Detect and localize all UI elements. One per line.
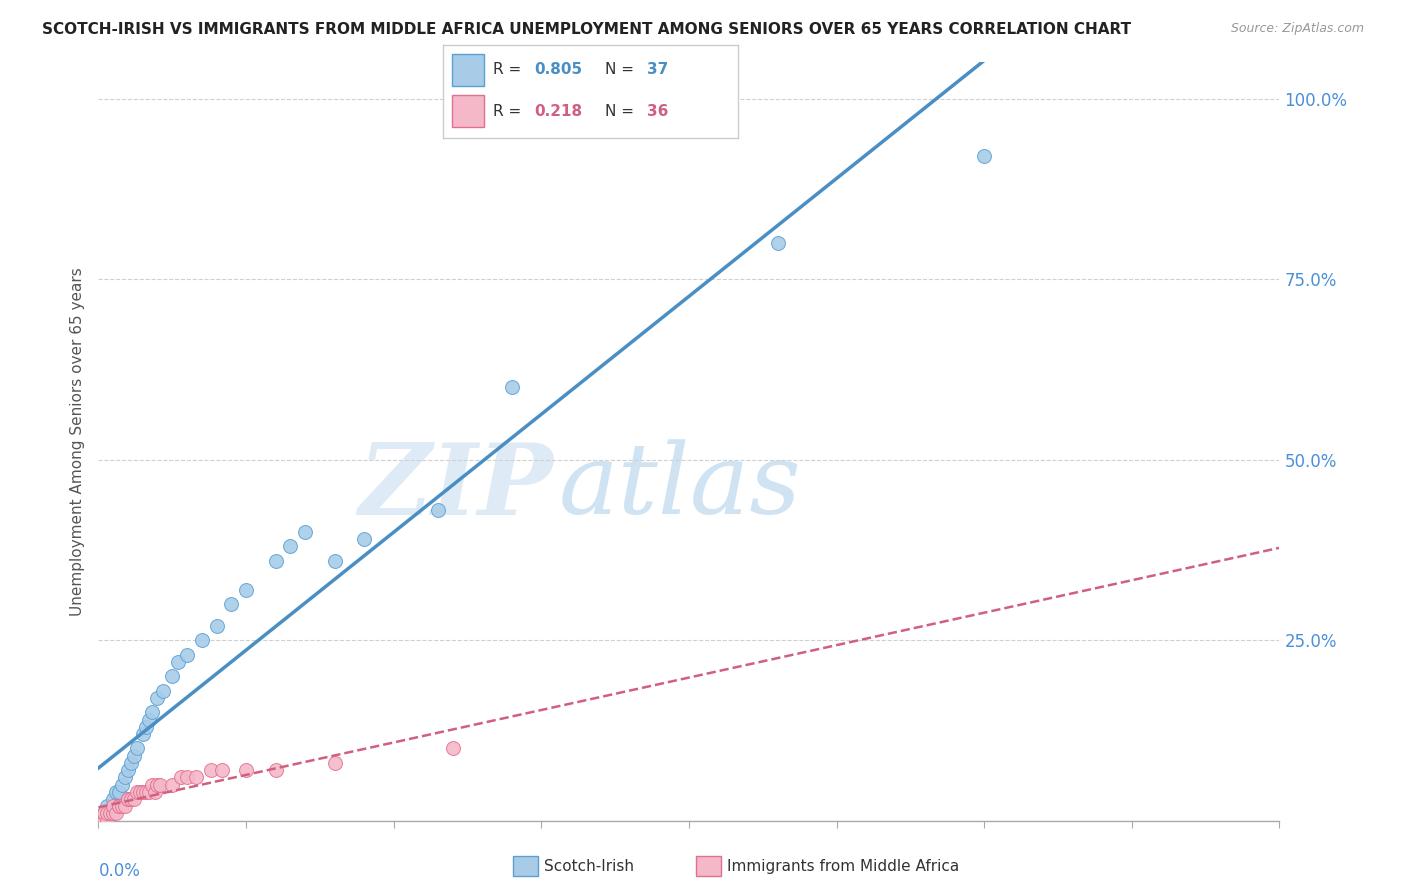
Point	[162, 669, 183, 683]
Text: SCOTCH-IRISH VS IMMIGRANTS FROM MIDDLE AFRICA UNEMPLOYMENT AMONG SENIORS OVER 65: SCOTCH-IRISH VS IMMIGRANTS FROM MIDDLE A…	[42, 22, 1132, 37]
Point	[111, 778, 134, 792]
Point	[122, 748, 145, 763]
Point	[152, 683, 174, 698]
Text: R =: R =	[494, 103, 526, 119]
Text: R =: R =	[494, 62, 526, 78]
Point	[96, 806, 118, 821]
Point	[441, 741, 464, 756]
Point	[111, 799, 134, 814]
Point	[149, 778, 172, 792]
Point	[200, 763, 222, 777]
Point	[184, 770, 207, 784]
Point	[146, 690, 169, 705]
Point	[120, 756, 142, 770]
Point	[264, 763, 287, 777]
Point	[146, 778, 169, 792]
Point	[176, 648, 198, 662]
Y-axis label: Unemployment Among Seniors over 65 years: Unemployment Among Seniors over 65 years	[69, 268, 84, 615]
Point	[221, 597, 243, 611]
Point	[264, 554, 287, 568]
Text: 0.0%: 0.0%	[98, 863, 141, 880]
Point	[138, 713, 160, 727]
Point	[98, 806, 121, 821]
Text: Source: ZipAtlas.com: Source: ZipAtlas.com	[1230, 22, 1364, 36]
Point	[162, 778, 183, 792]
Point	[353, 532, 375, 546]
Point	[103, 792, 125, 806]
Point	[105, 785, 128, 799]
Text: N =: N =	[606, 62, 640, 78]
Point	[501, 380, 523, 394]
Text: 37: 37	[647, 62, 668, 78]
Point	[141, 706, 163, 720]
Point	[108, 799, 131, 814]
Point	[973, 149, 995, 163]
Text: ZIP: ZIP	[359, 439, 553, 535]
Point	[141, 778, 163, 792]
Point	[132, 785, 155, 799]
Point	[138, 785, 160, 799]
Point	[93, 814, 115, 828]
Point	[103, 799, 125, 814]
Point	[167, 655, 190, 669]
Point	[103, 806, 125, 821]
Point	[132, 727, 155, 741]
Point	[114, 799, 136, 814]
Point	[125, 785, 148, 799]
Text: N =: N =	[606, 103, 640, 119]
Text: 36: 36	[647, 103, 668, 119]
Point	[117, 763, 139, 777]
Point	[105, 806, 128, 821]
Point	[135, 785, 157, 799]
Point	[96, 814, 118, 828]
Point	[125, 741, 148, 756]
Point	[98, 806, 121, 821]
Point	[96, 799, 118, 814]
Point	[235, 763, 257, 777]
Point	[93, 806, 115, 821]
Point	[96, 806, 118, 821]
Point	[108, 799, 131, 814]
Point	[280, 539, 302, 553]
Point	[117, 792, 139, 806]
Point	[235, 582, 257, 597]
Point	[90, 814, 112, 828]
Point	[90, 814, 112, 828]
Point	[135, 720, 157, 734]
FancyBboxPatch shape	[451, 54, 484, 86]
Point	[176, 770, 198, 784]
Point	[93, 806, 115, 821]
Point	[294, 524, 316, 539]
Text: 0.218: 0.218	[534, 103, 582, 119]
Point	[427, 503, 450, 517]
Point	[103, 799, 125, 814]
Point	[143, 785, 166, 799]
Point	[108, 785, 131, 799]
Point	[128, 785, 150, 799]
Point	[117, 792, 139, 806]
Point	[323, 554, 346, 568]
Point	[170, 770, 193, 784]
Point	[122, 792, 145, 806]
Point	[766, 235, 789, 250]
Text: 0.805: 0.805	[534, 62, 582, 78]
Point	[323, 756, 346, 770]
Text: Scotch-Irish: Scotch-Irish	[544, 859, 634, 873]
Point	[114, 770, 136, 784]
Text: atlas: atlas	[560, 440, 801, 534]
Point	[191, 633, 214, 648]
Text: Immigrants from Middle Africa: Immigrants from Middle Africa	[727, 859, 959, 873]
Point	[205, 618, 228, 632]
Point	[211, 763, 233, 777]
Point	[120, 792, 142, 806]
FancyBboxPatch shape	[451, 95, 484, 127]
